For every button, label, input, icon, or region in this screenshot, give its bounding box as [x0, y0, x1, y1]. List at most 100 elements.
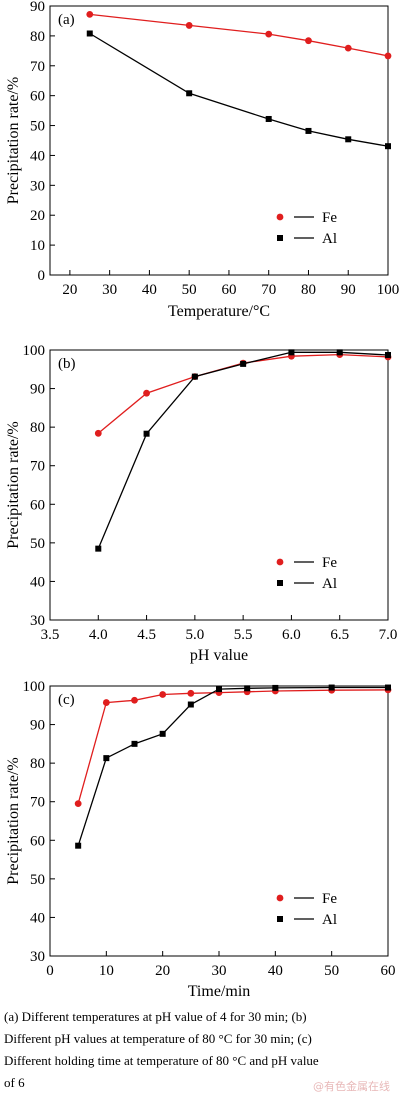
legend-marker-fe [276, 894, 284, 902]
x-axis-title: pH value [190, 647, 248, 664]
y-tick-label: 80 [30, 420, 45, 436]
x-tick-label: 40 [268, 963, 283, 979]
data-point-fe [384, 52, 392, 60]
y-axis-title: Precipitation rate/% [5, 77, 22, 205]
x-tick-label: 100 [377, 282, 400, 298]
data-point-al [385, 143, 391, 150]
x-tick-label: 50 [182, 282, 197, 298]
y-tick-label: 30 [30, 178, 45, 194]
data-point-al [143, 430, 150, 437]
caption-line-3: Different holding time at temperature of… [4, 1053, 319, 1068]
data-point-al [95, 545, 102, 552]
x-tick-label: 20 [155, 963, 170, 979]
legend-marker-fe [276, 558, 284, 566]
data-point-fe [185, 22, 193, 29]
plot-frame [49, 685, 389, 957]
data-point-al [191, 373, 198, 380]
data-point-al [265, 115, 272, 122]
y-tick-label: 60 [30, 497, 45, 513]
x-tick-label: 70 [261, 282, 276, 298]
x-tick-label: 30 [102, 282, 117, 298]
data-point-fe [86, 10, 94, 18]
data-point-al [103, 755, 110, 762]
y-tick-label: 90 [30, 382, 45, 398]
data-point-al [186, 90, 193, 97]
y-tick-label: 100 [23, 343, 46, 359]
legend-marker-al [277, 235, 283, 241]
y-tick-label: 40 [30, 574, 45, 590]
chart-holding-time: 0 10 20 30 40 50 60 30 40 50 60 70 80 90 100 Time/min Pr… [5, 679, 396, 1000]
y-tick-label: 50 [30, 872, 45, 888]
data-point-al [159, 730, 166, 737]
y-tick-label: 80 [30, 29, 45, 45]
x-tick-label: 50 [324, 963, 339, 979]
series-line-al [89, 32, 389, 147]
x-tick-label: 6.0 [282, 627, 301, 643]
y-tick-label: 20 [30, 208, 45, 224]
y-tick-label: 30 [30, 613, 45, 629]
y-tick-label: 10 [30, 238, 45, 254]
panel-label: (c) [58, 692, 75, 708]
data-point-al [187, 701, 194, 708]
data-point-fe [94, 429, 102, 437]
data-point-fe [187, 689, 195, 697]
data-point-fe [265, 30, 273, 38]
data-point-al [216, 686, 222, 693]
data-point-fe [159, 691, 167, 698]
x-tick-label: 5.0 [185, 627, 204, 643]
y-tick-label: 60 [30, 833, 45, 849]
data-point-al [240, 360, 247, 367]
legend-label-fe: Fe [322, 210, 337, 226]
series-line-fe [89, 13, 389, 57]
y-tick-label: 90 [30, 0, 45, 15]
plot-frame [49, 5, 389, 276]
legend-marker-al [277, 580, 283, 586]
x-tick-label: 90 [341, 282, 356, 298]
plot-frame [49, 349, 389, 621]
y-tick-label: 70 [30, 459, 45, 475]
caption-line-2: Different pH values at temperature of 80… [4, 1031, 312, 1046]
watermark: @有色金属在线 [313, 1080, 390, 1093]
y-axis-title: Precipitation rate/% [5, 757, 22, 885]
legend-label-fe: Fe [322, 891, 337, 907]
x-tick-label: 5.5 [234, 627, 253, 643]
legend-label-al: Al [322, 912, 337, 928]
chart-temperature: 20 30 40 50 60 70 80 90 100 0 10 20 30 40 50 60 70 80 90 Te… [5, 0, 400, 320]
x-axis-title: Time/min [188, 983, 251, 1000]
x-tick-label: 60 [381, 963, 396, 979]
x-tick-label: 40 [142, 282, 157, 298]
figure-caption: (a) Different temperatures at pH value o… [4, 1006, 396, 1094]
data-point-al [385, 684, 391, 691]
series-line-fe [77, 689, 389, 804]
y-tick-label: 70 [30, 795, 45, 811]
data-point-al [272, 684, 279, 691]
x-tick-label: 60 [221, 282, 236, 298]
y-tick-label: 0 [38, 268, 46, 284]
x-tick-label: 80 [301, 282, 316, 298]
y-tick-label: 30 [30, 949, 45, 965]
data-point-fe [102, 699, 110, 706]
series-line-al [97, 351, 389, 549]
legend-marker-al [277, 916, 283, 922]
x-tick-label: 4.5 [137, 627, 156, 643]
x-tick-label: 20 [62, 282, 77, 298]
data-point-al [86, 30, 93, 37]
y-tick-label: 80 [30, 756, 45, 772]
data-point-al [75, 842, 82, 849]
y-tick-label: 50 [30, 119, 45, 135]
caption-line-4: of 6 [4, 1075, 25, 1090]
x-tick-label: 0 [46, 963, 54, 979]
data-point-al [288, 349, 295, 356]
y-tick-label: 50 [30, 536, 45, 552]
data-point-fe [143, 389, 150, 397]
legend-label-fe: Fe [322, 555, 337, 571]
legend-label-al: Al [322, 231, 337, 247]
x-tick-label: 6.5 [330, 627, 349, 643]
data-point-al [131, 740, 138, 747]
data-point-al [328, 684, 335, 691]
data-point-fe [74, 800, 82, 808]
y-tick-label: 60 [30, 89, 45, 105]
y-tick-label: 40 [30, 910, 45, 926]
x-tick-label: 3.5 [41, 627, 60, 643]
y-tick-label: 100 [23, 679, 46, 695]
